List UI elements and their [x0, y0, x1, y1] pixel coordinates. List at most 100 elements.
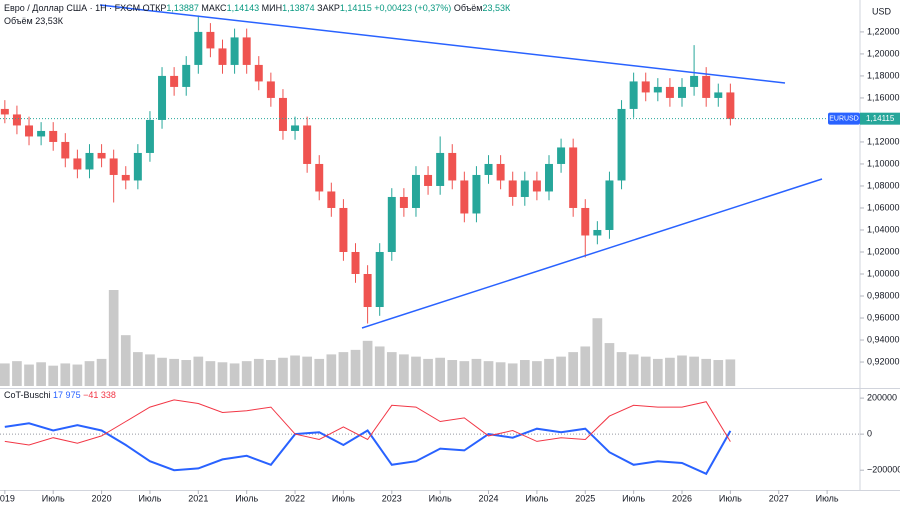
candle-body [581, 207, 590, 236]
volume-bar [278, 357, 288, 386]
volume-bar [592, 318, 603, 386]
y2-tick-label: −200000 [867, 465, 900, 475]
volume-bar [423, 358, 433, 386]
value: 1,14115 [340, 3, 372, 13]
label: ОТКР [143, 3, 167, 13]
candle-body [617, 108, 626, 181]
candle-body [303, 125, 312, 164]
candle-body [194, 31, 203, 65]
y-tick-label: 1,20000 [867, 48, 900, 58]
candle-body [278, 97, 287, 131]
x-tick-label: 2021 [188, 493, 208, 503]
candle-body [25, 125, 34, 137]
candle-body [182, 64, 191, 87]
candle-body [472, 174, 481, 214]
candle-body [291, 125, 300, 131]
x-tick-label: Июль [235, 493, 258, 503]
candle-body [448, 152, 457, 181]
candle-body [97, 152, 106, 159]
volume-bar [689, 356, 699, 386]
volume-bar [544, 358, 554, 386]
candle-body [569, 147, 578, 208]
volume-bar [193, 356, 204, 386]
volume-bar [411, 356, 421, 386]
volume-bar [483, 361, 494, 386]
volume-bar [266, 360, 276, 386]
candle-body [218, 48, 227, 65]
volume-bar [447, 360, 458, 386]
volume-bar [157, 357, 167, 386]
candle-body [375, 251, 384, 308]
volume-bar [145, 354, 155, 386]
candle-body [242, 37, 251, 65]
candle-body [230, 37, 239, 65]
candle-body [411, 174, 420, 208]
volume-bar [362, 340, 373, 386]
volume-bar [556, 356, 566, 386]
volume-bar [181, 360, 192, 386]
volume-bar [604, 343, 615, 386]
volume-bar [326, 354, 337, 386]
value: 23,53К [35, 16, 64, 26]
candle-body [399, 196, 408, 208]
candle-body [109, 158, 118, 175]
y-tick-label: 1,18000 [867, 70, 900, 80]
x-tick-label: Июль [42, 493, 65, 503]
value: 23,53К [483, 3, 512, 13]
last-price-label: 1,14115 [866, 114, 895, 123]
volume-bar [84, 361, 95, 386]
volume-bar [350, 349, 361, 386]
candle-body [460, 180, 469, 214]
candle-body [363, 273, 372, 308]
x-tick-label: 2023 [382, 493, 402, 503]
candle-body [508, 180, 517, 197]
value: 1,13887 [166, 3, 199, 13]
candle-body [37, 130, 46, 137]
volume-bar [48, 365, 59, 386]
volume-bar [290, 355, 300, 386]
legend-symbol: Евро / Доллар США · 1Н · FXCM ОТКР1,1388… [4, 3, 511, 13]
change: +0,00423 (+0,37%) [374, 3, 451, 13]
candle-body [133, 152, 142, 181]
volume-bar [314, 358, 325, 386]
last-price-bg [860, 112, 900, 125]
volume-bar [0, 363, 10, 386]
x-tick-label: 2020 [92, 493, 112, 503]
candle-body [532, 180, 541, 192]
candle-body [436, 152, 445, 186]
candle-body [327, 191, 336, 208]
volume-bar [701, 358, 712, 386]
y-tick-label: 1,00000 [867, 268, 900, 278]
candle-body [170, 75, 179, 87]
volume-bar [229, 363, 240, 386]
y-tick-label: 1,02000 [867, 246, 900, 256]
volume-bar [507, 363, 518, 386]
candle-body [0, 108, 9, 115]
y2-tick-label: 0 [867, 429, 872, 439]
volume-bar [302, 356, 312, 386]
candle-body [254, 64, 263, 82]
volume-bar [519, 360, 530, 386]
y-tick-label: 0,98000 [867, 290, 900, 300]
candle-body [85, 152, 94, 170]
candle-body [520, 180, 529, 197]
volume-bar [108, 290, 119, 386]
label: ЗАКР [317, 3, 340, 13]
candle-body [653, 86, 662, 93]
x-tick-label: Июль [816, 493, 839, 503]
volume-bar [677, 355, 687, 386]
y-tick-label: 1,12000 [867, 136, 900, 146]
volume-bar [96, 358, 107, 386]
candle-body [629, 81, 638, 109]
volume-bar [580, 346, 591, 386]
x-tick-label: 2026 [672, 493, 692, 503]
y-tick-label: 1,04000 [867, 224, 900, 234]
candle-body [158, 75, 167, 120]
y-tick-label: 1,22000 [867, 26, 900, 36]
x-tick-label: 2024 [479, 493, 499, 503]
value: −41 338 [83, 390, 116, 400]
volume-bar [169, 358, 179, 386]
candle-body [145, 119, 154, 153]
